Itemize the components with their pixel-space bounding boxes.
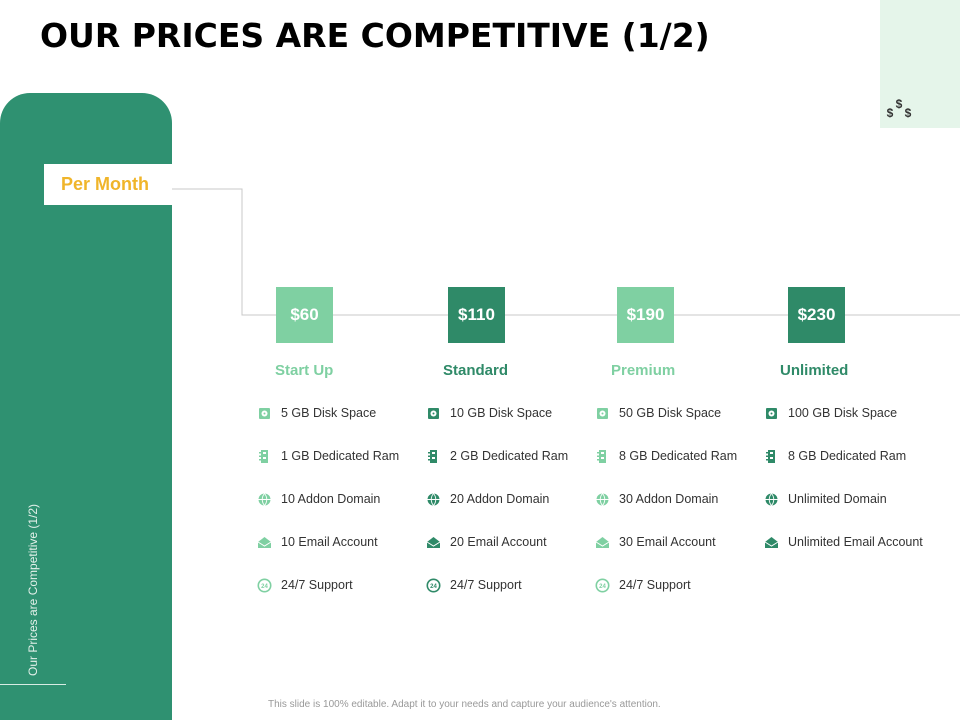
domain-icon <box>426 492 441 507</box>
feature-item: 5 GB Disk Space <box>257 403 376 423</box>
feature-item: 24 24/7 Support <box>595 575 691 595</box>
feature-text: 30 Email Account <box>619 535 716 549</box>
feature-text: 24/7 Support <box>619 578 691 592</box>
feature-item: 50 GB Disk Space <box>595 403 721 423</box>
support-icon: 24 <box>426 578 441 593</box>
feature-text: 10 GB Disk Space <box>450 406 553 420</box>
billing-period-label: Per Month <box>44 164 172 205</box>
feature-item: 1 GB Dedicated Ram <box>257 446 399 466</box>
feature-item: 10 Addon Domain <box>257 489 380 509</box>
feature-item: 10 Email Account <box>257 532 378 552</box>
svg-text:$: $ <box>887 106 894 120</box>
feature-text: 2 GB Dedicated Ram <box>450 449 569 463</box>
feature-text: 50 GB Disk Space <box>619 406 722 420</box>
email-icon <box>595 535 610 550</box>
disk-icon <box>257 406 272 421</box>
price-badge: $190 <box>617 287 674 343</box>
footer-note: This slide is 100% editable. Adapt it to… <box>268 699 661 710</box>
feature-item: Unlimited Email Account <box>764 532 923 552</box>
ram-icon <box>764 449 779 464</box>
feature-item: 100 GB Disk Space <box>764 403 897 423</box>
feature-item: 2 GB Dedicated Ram <box>426 446 568 466</box>
feature-text: 8 GB Dedicated Ram <box>788 449 907 463</box>
feature-text: 24/7 Support <box>281 578 353 592</box>
disk-icon <box>426 406 441 421</box>
svg-text:24: 24 <box>430 584 437 590</box>
domain-icon <box>595 492 610 507</box>
feature-item: Unlimited Domain <box>764 489 887 509</box>
email-icon <box>764 535 779 550</box>
disk-icon <box>764 406 779 421</box>
feature-item: 10 GB Disk Space <box>426 403 552 423</box>
ram-icon <box>595 449 610 464</box>
feature-item: 8 GB Dedicated Ram <box>764 446 906 466</box>
feature-item: 20 Email Account <box>426 532 547 552</box>
feature-item: 24 24/7 Support <box>257 575 353 595</box>
feature-item: 24 24/7 Support <box>426 575 522 595</box>
disk-icon <box>595 406 610 421</box>
feature-item: 30 Addon Domain <box>595 489 718 509</box>
price-badge: $230 <box>788 287 845 343</box>
price-badge: $60 <box>276 287 333 343</box>
support-icon: 24 <box>595 578 610 593</box>
plan-name: Standard <box>443 362 509 379</box>
plan-name: Premium <box>611 362 676 379</box>
domain-icon <box>764 492 779 507</box>
feature-text: 20 Email Account <box>450 535 547 549</box>
domain-icon <box>257 492 272 507</box>
feature-text: 20 Addon Domain <box>450 492 550 506</box>
email-icon <box>257 535 272 550</box>
dollar-icon: $ $ $ <box>887 97 912 120</box>
feature-text: 10 Addon Domain <box>281 492 381 506</box>
plan-name: Start Up <box>275 362 334 379</box>
price-badge: $110 <box>448 287 505 343</box>
feature-item: 8 GB Dedicated Ram <box>595 446 737 466</box>
feature-text: 100 GB Disk Space <box>788 406 898 420</box>
feature-item: 20 Addon Domain <box>426 489 549 509</box>
ram-icon <box>257 449 272 464</box>
feature-text: Unlimited Domain <box>788 492 887 506</box>
feature-text: 10 Email Account <box>281 535 378 549</box>
sidebar-divider <box>0 684 66 685</box>
feature-text: Unlimited Email Account <box>788 535 923 549</box>
ram-icon <box>426 449 441 464</box>
plan-name: Unlimited <box>780 362 849 379</box>
svg-text:24: 24 <box>599 584 606 590</box>
feature-text: 8 GB Dedicated Ram <box>619 449 738 463</box>
svg-text:$: $ <box>905 106 912 120</box>
page-title: OUR PRICES ARE COMPETITIVE (1/2) <box>40 16 710 55</box>
email-icon <box>426 535 441 550</box>
svg-text:24: 24 <box>261 584 268 590</box>
feature-item: 30 Email Account <box>595 532 716 552</box>
feature-text: 5 GB Disk Space <box>281 406 377 420</box>
corner-panel <box>880 0 960 128</box>
feature-text: 30 Addon Domain <box>619 492 719 506</box>
feature-text: 1 GB Dedicated Ram <box>281 449 400 463</box>
svg-text:$: $ <box>896 97 903 111</box>
support-icon: 24 <box>257 578 272 593</box>
feature-text: 24/7 Support <box>450 578 522 592</box>
